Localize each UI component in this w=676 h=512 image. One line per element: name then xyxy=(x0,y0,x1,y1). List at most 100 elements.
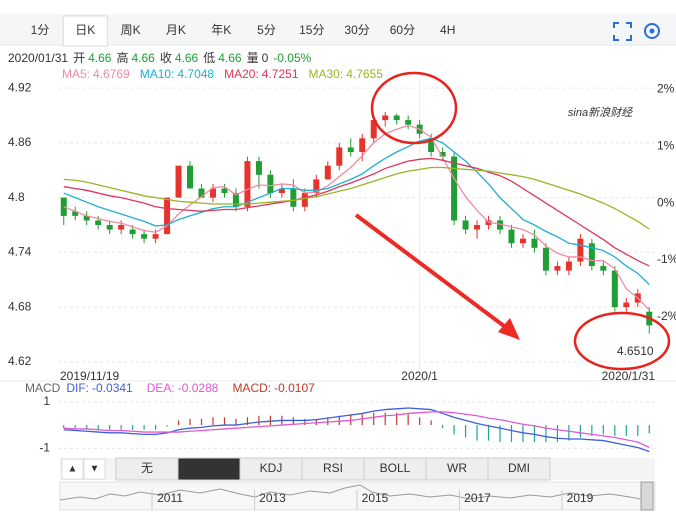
y-tick-label: 4.92 xyxy=(8,80,32,94)
legend-name: MA30: xyxy=(309,67,344,81)
settings-icon[interactable] xyxy=(644,23,660,39)
legend-name: MA5: xyxy=(62,67,90,81)
period-tab[interactable]: 60分 xyxy=(390,23,415,37)
indicator-tab-label: MACD xyxy=(191,461,227,475)
candle-body xyxy=(187,165,194,189)
period-tab[interactable]: 年K xyxy=(211,23,231,37)
candle-body xyxy=(519,238,526,244)
fullscreen-glyph xyxy=(613,22,632,41)
trend-arrow-shaft xyxy=(354,213,514,334)
macd-tick-label: -1 xyxy=(39,440,50,454)
watermark: sina新浪财经 xyxy=(568,106,633,119)
year-label: 2019 xyxy=(567,491,594,505)
year-label: 2017 xyxy=(464,491,491,505)
indicator-tab[interactable] xyxy=(487,457,551,481)
macd-tick-label: 1 xyxy=(43,394,50,408)
quote-field-value: 4.66 xyxy=(88,51,112,65)
candle-body xyxy=(554,266,561,271)
high-circle xyxy=(370,71,458,145)
settings-dot xyxy=(649,28,655,34)
quote-line: 2020/01/31 开 4.66 高 4.66 收 4.66 低 4.66 量 0 -0.05% xyxy=(8,50,312,65)
quote-field-value: 4.66 xyxy=(218,51,242,65)
period-tab[interactable]: 5分 xyxy=(257,23,276,37)
quote-field-label: 高 xyxy=(116,50,128,65)
candle-body xyxy=(290,188,297,207)
period-tab[interactable]: 15分 xyxy=(299,23,324,37)
indicator-tabs: ▲ ▼ 无 MACD KDJ RSI BOLL WR DMI xyxy=(61,457,551,481)
candle-body xyxy=(577,238,584,262)
ma-line xyxy=(63,166,650,230)
legend-name: MA20: xyxy=(224,67,259,81)
candle-body xyxy=(164,197,171,235)
macd-line xyxy=(63,407,650,453)
candle-body xyxy=(72,211,79,216)
y2-tick-label: 1% xyxy=(657,138,675,152)
timeline-handle[interactable] xyxy=(640,481,654,511)
y2-tick-label: 0% xyxy=(657,195,675,209)
price-panel: 4.92 4.86 4.8 4.74 4.68 4.62 2% 1% 0% -1% -2% 2019/… xyxy=(8,79,676,383)
period-tab[interactable]: 30分 xyxy=(344,23,369,37)
trend-arrow-head xyxy=(498,318,520,340)
period-tab[interactable]: 周K xyxy=(121,23,141,37)
candle-body xyxy=(324,165,331,180)
candle-body xyxy=(600,266,607,271)
fullscreen-icon[interactable] xyxy=(613,22,632,41)
candle-body xyxy=(611,270,618,308)
candle-body xyxy=(209,188,216,198)
candle-body xyxy=(301,193,308,207)
nav-button-label: ▼ xyxy=(90,464,100,475)
x-tick-label: 2020/1/31 xyxy=(602,369,656,383)
year-label: 2013 xyxy=(259,491,286,505)
quote-field-value: 0 xyxy=(262,51,269,65)
candle-body xyxy=(405,120,412,125)
macd-legend-value: -0.0107 xyxy=(274,381,315,395)
period-tab[interactable]: 月K xyxy=(166,23,186,37)
y-tick-label: 4.74 xyxy=(8,245,32,259)
macd-panel: 1 -1 xyxy=(39,394,655,454)
candle-body xyxy=(428,138,435,152)
year-label: 2015 xyxy=(362,491,389,505)
x-tick-label: 2019/11/19 xyxy=(60,369,119,383)
candle-body xyxy=(95,220,102,225)
macd-line xyxy=(63,411,650,448)
nav-button[interactable] xyxy=(61,458,84,480)
y2-tick-label: -1% xyxy=(657,252,676,266)
candle-body xyxy=(474,225,481,230)
candle-body xyxy=(451,156,458,221)
toolbar-bg xyxy=(0,14,676,45)
macd-legend-name: DIF: xyxy=(66,381,89,395)
ma-line xyxy=(63,137,650,285)
indicator-tab-label: 无 xyxy=(141,461,153,475)
candle-body xyxy=(118,225,125,230)
year-label: 2011 xyxy=(157,491,183,505)
extreme-label: 4.6510 xyxy=(617,344,654,358)
settings-ring xyxy=(644,23,660,39)
candle-body xyxy=(497,220,504,230)
candle-body xyxy=(175,165,182,198)
candle-body xyxy=(462,220,469,230)
y-tick-label: 4.8 xyxy=(8,190,25,204)
candle-body xyxy=(531,238,538,248)
candle-body xyxy=(129,229,136,235)
y-tick-label: 4.86 xyxy=(8,135,32,149)
quote-date: 2020/01/31 xyxy=(8,51,68,65)
period-tab[interactable]: 日K xyxy=(75,23,95,37)
candle-body xyxy=(393,115,400,121)
legend-value: 4.7048 xyxy=(177,67,214,81)
ma-line xyxy=(63,124,650,311)
candle-body xyxy=(198,188,205,198)
quote-field-label: 低 xyxy=(203,51,215,65)
nav-button[interactable] xyxy=(83,458,106,480)
candle-body xyxy=(565,261,572,271)
quote-field-value: 4.66 xyxy=(175,51,199,65)
indicator-tab-label: RSI xyxy=(323,461,343,475)
y-tick-label: 4.62 xyxy=(8,354,32,368)
macd-legend-name: DEA: xyxy=(147,381,175,395)
quote-change: -0.05% xyxy=(273,51,311,65)
indicator-tab-label: WR xyxy=(447,461,467,475)
candle-body xyxy=(347,147,354,152)
macd-legend: MACD DIF: -0.0341 DEA: -0.0288 MACD: -0.0107 xyxy=(25,381,315,395)
period-tab[interactable]: 4H xyxy=(440,23,455,37)
period-tab[interactable]: 1分 xyxy=(31,23,50,37)
candle-body xyxy=(221,188,228,194)
